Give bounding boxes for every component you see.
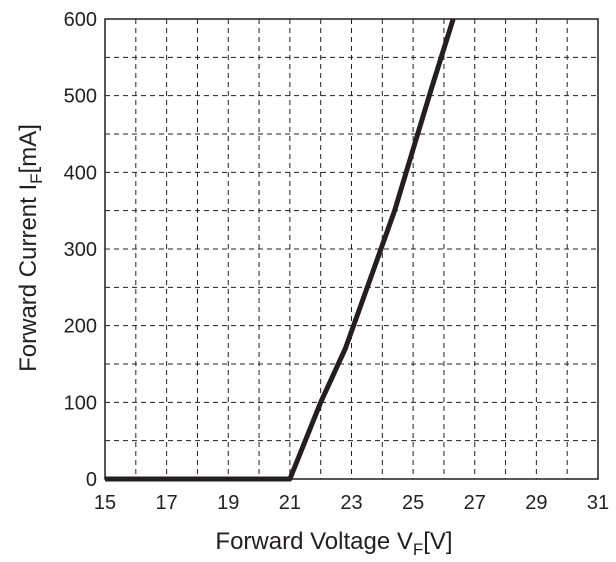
- chart-grid: [105, 19, 598, 479]
- series-group: [105, 18, 456, 482]
- x-tick-label: 25: [402, 492, 424, 514]
- y-tick-labels: 0 100 200 300 400 500 600: [64, 9, 97, 491]
- x-tick-label: 21: [279, 492, 301, 514]
- y-tick-label: 200: [64, 316, 97, 338]
- y-tick-label: 600: [64, 9, 97, 31]
- y-axis-label-unit: [mA]: [15, 124, 42, 173]
- x-tick-label: 31: [587, 492, 609, 514]
- x-tick-label: 23: [340, 492, 362, 514]
- y-tick-label: 500: [64, 86, 97, 108]
- y-tick-label: 400: [64, 162, 97, 184]
- y-tick-label: 300: [64, 239, 97, 261]
- y-axis-label-main: Forward Current I: [15, 184, 42, 372]
- x-tick-labels: 15 17 19 21 23 25 27 29 31: [94, 492, 609, 514]
- x-axis-label-unit: [V]: [423, 528, 452, 555]
- y-tick-label: 100: [64, 392, 97, 414]
- x-axis-label: Forward Voltage VF[V]: [215, 528, 452, 559]
- x-tick-label: 27: [464, 492, 486, 514]
- x-axis-label-main: Forward Voltage V: [215, 528, 412, 555]
- x-tick-label: 19: [217, 492, 239, 514]
- y-axis-label: Forward Current IF[mA]: [15, 124, 46, 372]
- x-axis-label-subscript: F: [413, 540, 423, 559]
- series-line: [105, 18, 456, 482]
- x-tick-label: 15: [94, 492, 116, 514]
- plot-frame: [104, 18, 599, 480]
- y-axis-label-subscript: F: [27, 173, 46, 183]
- x-tick-label: 29: [525, 492, 547, 514]
- y-tick-label: 0: [86, 469, 97, 491]
- x-tick-label: 17: [156, 492, 178, 514]
